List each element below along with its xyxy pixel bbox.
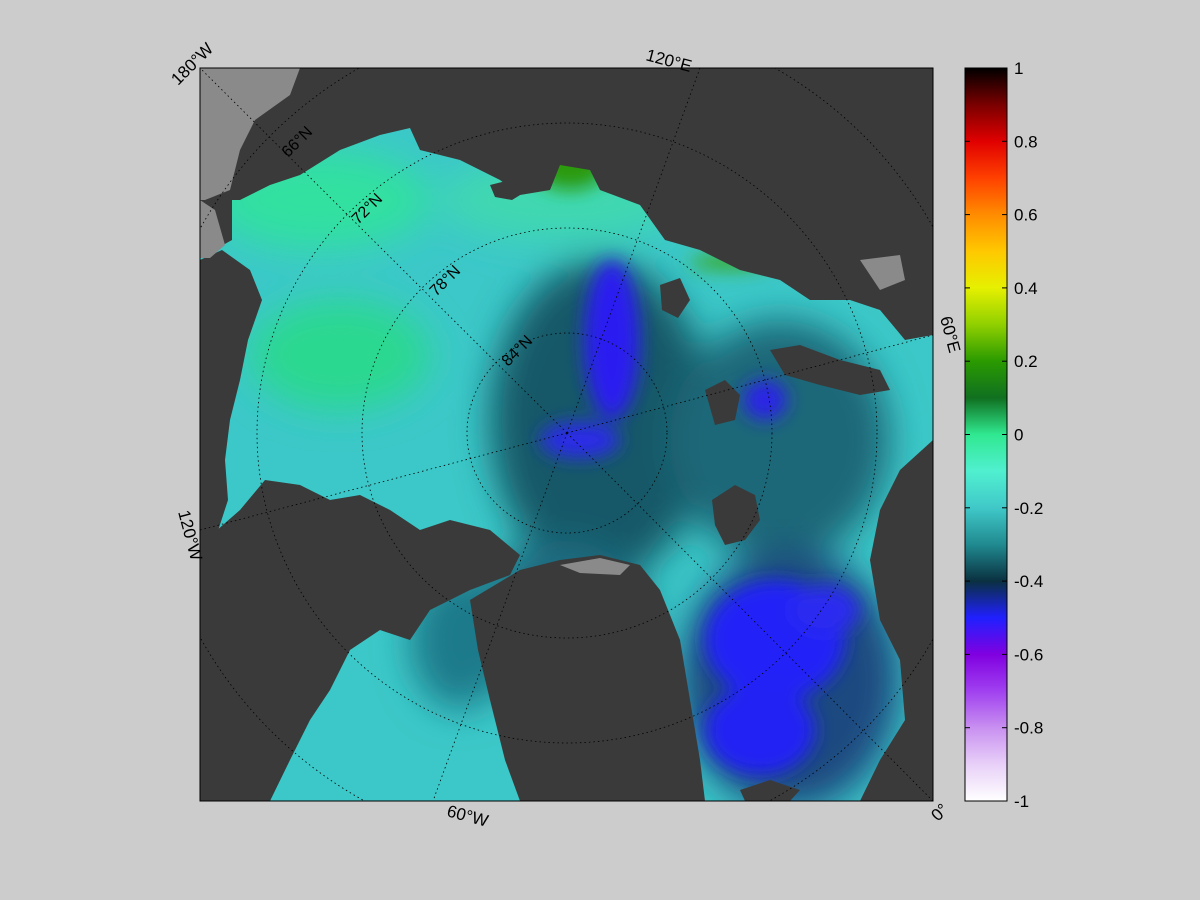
colorbar-tick-label: 0.6 [1014, 206, 1038, 225]
graticule [200, 68, 933, 801]
meridian-120w [200, 432, 568, 531]
alaska-landmass [200, 68, 300, 200]
greenland-landmass [470, 555, 705, 801]
colorbar-tick-label: -0.4 [1014, 572, 1043, 591]
latitude-circle-72 [256, 122, 878, 744]
colorbar-tick-label: -0.8 [1014, 719, 1043, 738]
map-panel: 66°N 72°N 78°N 84°N [200, 68, 933, 801]
colorbar-tick-label: 0.4 [1014, 279, 1038, 298]
meridian-60e [566, 334, 933, 434]
colorbar-tick-label: -0.2 [1014, 499, 1043, 518]
negative-anomaly-cores [540, 260, 860, 775]
colorbar-gradient [964, 67, 1008, 802]
latitude-circle-84 [466, 332, 668, 534]
colorbar: 1 0.8 0.6 0.4 0.2 0 -0.2 -0.4 -0.6 -0.8 -1 [964, 59, 1043, 811]
colorbar-tick-label: 1 [1014, 59, 1023, 78]
land-masses [200, 68, 933, 801]
latitude-circle-78 [361, 227, 773, 639]
meridian-120e [566, 68, 701, 434]
severnaya-zemlya [660, 278, 690, 318]
map-frame [199, 67, 934, 802]
longitude-label-0: 0° [927, 800, 952, 825]
longitude-label-60e: 60°E [936, 314, 964, 355]
colorbar-tick-label: -0.6 [1014, 645, 1043, 664]
canada-west-landmass [200, 250, 262, 545]
iceland-island [740, 780, 800, 801]
ice-shelves [200, 200, 905, 575]
colorbar-ticks: 1 0.8 0.6 0.4 0.2 0 -0.2 -0.4 -0.6 -0.8 -1 [965, 59, 1043, 811]
canadian-archipelago [200, 480, 520, 801]
colorbar-tick-label: 0.2 [1014, 352, 1038, 371]
colorbar-tick-label: 0 [1014, 426, 1023, 445]
colorbar-tick-label: -1 [1014, 792, 1029, 811]
colorbar-tick-label: 0.8 [1014, 132, 1038, 151]
franz-josef-land [705, 380, 740, 425]
new-siberian-islands [490, 180, 525, 200]
scandinavia-landmass [860, 440, 933, 801]
meridian-0 [566, 432, 933, 801]
eurasia-landmass [200, 68, 933, 340]
novaya-zemlya [770, 345, 890, 395]
longitude-label-60w: 60°W [445, 802, 490, 831]
svalbard-island [712, 485, 760, 545]
meridian-180 [200, 68, 568, 434]
